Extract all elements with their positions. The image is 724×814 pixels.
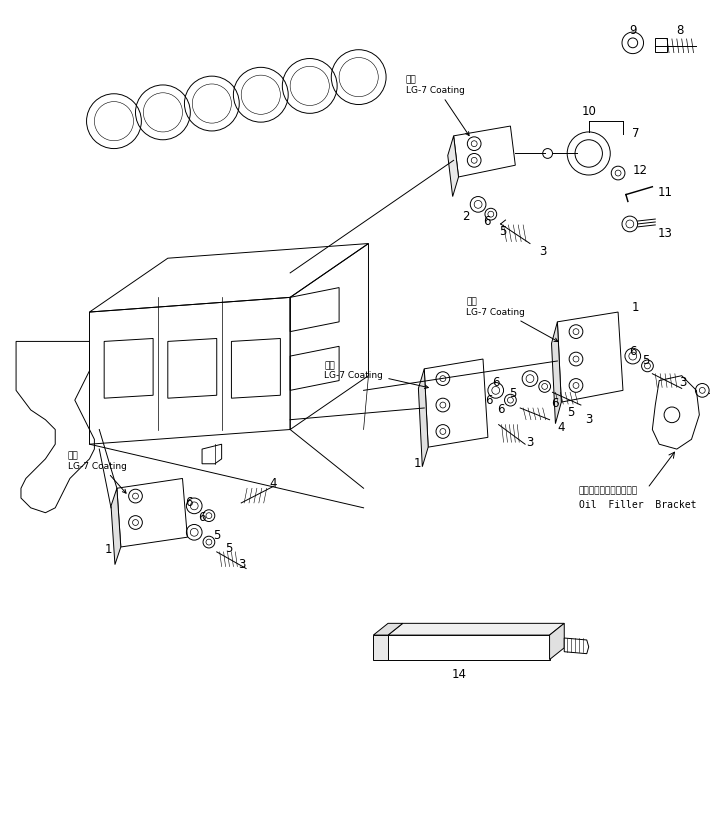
Text: 5: 5 <box>499 225 506 239</box>
Text: 6: 6 <box>551 396 558 409</box>
Polygon shape <box>418 369 428 466</box>
Text: 6: 6 <box>497 404 505 417</box>
Text: 3: 3 <box>238 558 246 571</box>
Polygon shape <box>388 635 550 659</box>
Polygon shape <box>374 635 388 659</box>
Polygon shape <box>552 322 561 423</box>
Text: Oil  Filler  Bracket: Oil Filler Bracket <box>579 500 696 510</box>
Polygon shape <box>424 359 488 447</box>
Text: 3: 3 <box>539 245 547 258</box>
Text: 4: 4 <box>557 421 565 434</box>
Text: 6: 6 <box>483 216 491 229</box>
Text: 5: 5 <box>510 387 517 400</box>
Polygon shape <box>454 126 515 177</box>
Text: 8: 8 <box>676 24 683 37</box>
Text: 6: 6 <box>185 497 193 510</box>
Text: 13: 13 <box>657 227 673 240</box>
Text: 6: 6 <box>485 394 492 407</box>
Text: 11: 11 <box>657 186 673 199</box>
Text: 2: 2 <box>463 210 470 222</box>
Text: 14: 14 <box>452 667 467 681</box>
Polygon shape <box>564 638 589 654</box>
Text: 5: 5 <box>641 354 649 367</box>
Text: 1: 1 <box>104 544 111 557</box>
Polygon shape <box>388 624 564 635</box>
Bar <box>655 38 667 51</box>
Text: 6: 6 <box>492 376 500 389</box>
Text: 9: 9 <box>629 24 636 37</box>
Text: オイルフィラブラケット: オイルフィラブラケット <box>579 486 638 495</box>
Text: 5: 5 <box>213 529 220 542</box>
Text: 7: 7 <box>632 128 639 140</box>
Text: 12: 12 <box>633 164 648 177</box>
Text: 4: 4 <box>270 477 277 490</box>
Text: 10: 10 <box>581 105 596 118</box>
Text: 1: 1 <box>632 300 639 313</box>
Text: 3: 3 <box>679 376 686 389</box>
Text: 塗布
LG-7 Coating: 塗布 LG-7 Coating <box>405 75 469 136</box>
Text: 塗布
LG-7 Coating: 塗布 LG-7 Coating <box>68 451 127 493</box>
Text: 5: 5 <box>225 542 232 555</box>
Text: 6: 6 <box>198 511 206 524</box>
Text: 塗布
LG-7 Coating: 塗布 LG-7 Coating <box>324 361 429 388</box>
Text: 6: 6 <box>629 344 636 357</box>
Polygon shape <box>550 624 564 659</box>
Polygon shape <box>447 136 458 196</box>
Text: 塗布
LG-7 Coating: 塗布 LG-7 Coating <box>466 297 558 342</box>
Polygon shape <box>111 488 121 565</box>
Text: 5: 5 <box>567 406 575 419</box>
Polygon shape <box>374 624 403 635</box>
Text: 1: 1 <box>413 457 421 470</box>
Text: 3: 3 <box>526 435 534 449</box>
Polygon shape <box>117 479 188 547</box>
Polygon shape <box>557 312 623 402</box>
Text: 3: 3 <box>585 414 592 427</box>
